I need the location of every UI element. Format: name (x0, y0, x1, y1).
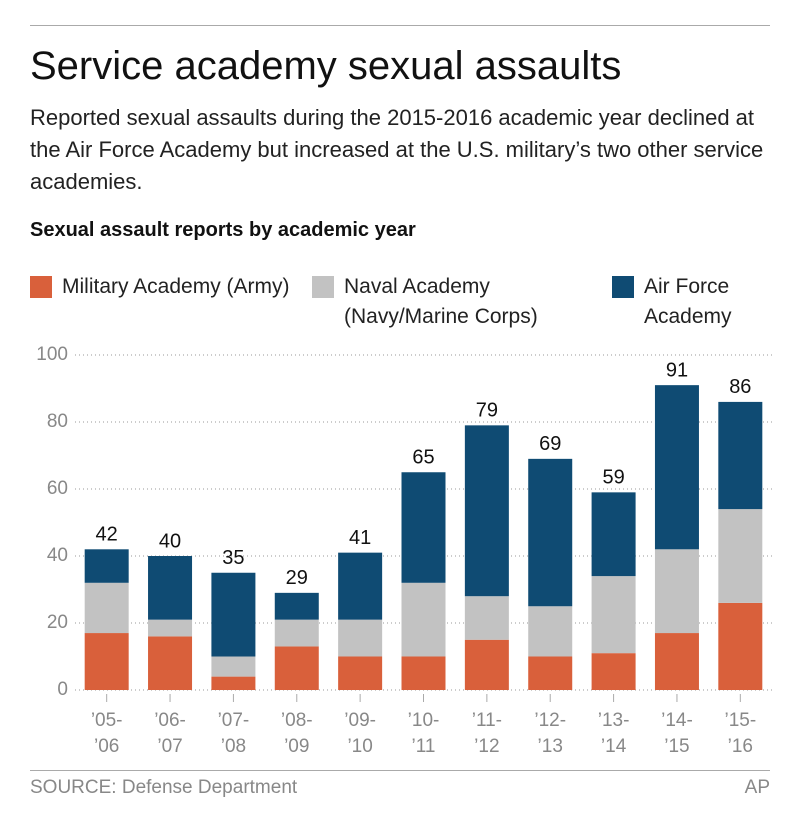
bar-segment (654, 385, 699, 550)
x-tick-label: ’12- (534, 710, 566, 731)
bar-segment (211, 676, 256, 690)
x-tick-label: ’15 (664, 736, 689, 757)
bar-segment (148, 619, 193, 637)
bar-segment (84, 633, 129, 690)
total-label: 29 (286, 567, 308, 589)
total-label: 65 (412, 447, 434, 469)
total-label: 59 (602, 467, 624, 489)
legend-swatch (312, 276, 334, 298)
y-tick-label: 20 (47, 612, 68, 633)
x-tick-label: ’09 (284, 736, 309, 757)
bar-segment (338, 656, 383, 690)
bar-segment (211, 572, 256, 657)
legend-item: Military Academy (Army) (30, 272, 302, 302)
x-tick-label: ’14- (661, 710, 693, 731)
bar-segment (591, 576, 636, 654)
y-tick-label: 0 (57, 679, 68, 700)
total-label: 41 (349, 527, 371, 549)
x-tick-label: ’13- (598, 710, 630, 731)
x-tick-label: ’11 (412, 736, 436, 757)
legend-label: Naval Academy (Navy/Marine Corps) (344, 275, 538, 328)
legend-swatch (612, 276, 634, 298)
bar-segment (718, 509, 763, 603)
bar-segment (274, 619, 319, 647)
bar-segment (464, 639, 509, 690)
bar-segment (528, 458, 573, 607)
bar-segment (654, 633, 699, 690)
credit: AP (744, 777, 770, 798)
x-tick-label: ’12 (474, 736, 499, 757)
bar-segment (718, 602, 763, 690)
bar-segment (718, 401, 763, 510)
title: Service academy sexual assaults (30, 44, 622, 88)
bar-segment (148, 556, 193, 620)
legend-swatch (30, 276, 52, 298)
x-tick-label: ’10- (408, 710, 440, 731)
y-tick-label: 40 (47, 545, 68, 566)
x-tick-label: ’06- (154, 710, 186, 731)
bar-segment (338, 619, 383, 657)
source: SOURCE: Defense Department (30, 777, 298, 798)
bar-segment (338, 552, 383, 620)
bottom-rule (30, 770, 770, 771)
total-label: 35 (222, 547, 244, 569)
total-label: 42 (96, 524, 118, 546)
total-label: 79 (476, 400, 498, 422)
legend-item: Naval Academy (Navy/Marine Corps) (312, 272, 604, 332)
x-tick-label: ’08 (221, 736, 246, 757)
total-label: 91 (666, 359, 688, 381)
bar-segment (464, 425, 509, 597)
bar-segment (464, 596, 509, 640)
chart-title: Sexual assault reports by academic year (30, 219, 416, 241)
bar-segment (591, 492, 636, 577)
x-tick-label: ’07- (218, 710, 250, 731)
x-tick-label: ’07 (157, 736, 182, 757)
bar-segment (528, 656, 573, 690)
x-tick-label: ’09- (344, 710, 376, 731)
bar-segment (84, 549, 129, 583)
legend-label: Air Force Academy (644, 275, 732, 328)
x-tick-label: ’11- (472, 710, 502, 731)
bar-segment (401, 656, 446, 690)
x-tick-label: ’15- (724, 710, 756, 731)
x-tick-label: ’14 (601, 736, 627, 757)
total-label: 86 (729, 376, 751, 398)
y-tick-label: 80 (47, 411, 68, 432)
x-tick-label: ’10 (347, 736, 372, 757)
y-tick-label: 60 (47, 478, 68, 499)
x-tick-label: ’13 (538, 736, 563, 757)
bar-segment (401, 582, 446, 657)
bar-segment (274, 646, 319, 690)
bar-segment (84, 582, 129, 634)
subtitle: Reported sexual assaults during the 2015… (30, 105, 764, 194)
bar-segment (401, 472, 446, 583)
x-tick-label: ’08- (281, 710, 313, 731)
x-tick-label: ’05- (91, 710, 123, 731)
bar-segment (591, 653, 636, 690)
bar-segment (528, 606, 573, 657)
bar-segment (274, 592, 319, 620)
bar-segment (211, 656, 256, 677)
legend-item: Air Force Academy (612, 272, 800, 332)
total-label: 40 (159, 530, 181, 552)
y-tick-label: 100 (36, 344, 68, 365)
total-label: 69 (539, 433, 561, 455)
top-rule (30, 25, 770, 26)
x-tick-label: ’16 (728, 736, 753, 757)
legend-label: Military Academy (Army) (62, 275, 290, 298)
x-tick-label: ’06 (94, 736, 119, 757)
bar-segment (148, 636, 193, 690)
bar-segment (654, 549, 699, 634)
